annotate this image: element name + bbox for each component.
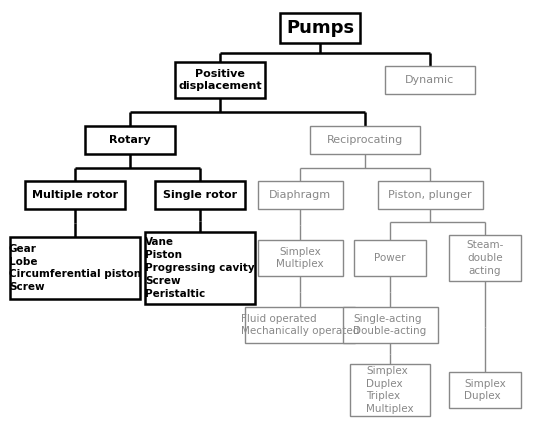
FancyBboxPatch shape — [10, 237, 140, 299]
Text: Dynamic: Dynamic — [405, 75, 455, 85]
Text: Single-acting
Double-acting: Single-acting Double-acting — [353, 314, 427, 336]
FancyBboxPatch shape — [449, 372, 521, 408]
FancyBboxPatch shape — [354, 240, 426, 276]
Text: Fluid operated
Mechanically operated: Fluid operated Mechanically operated — [241, 314, 359, 336]
FancyBboxPatch shape — [25, 181, 125, 209]
Text: Diaphragm: Diaphragm — [269, 190, 331, 200]
Text: Rotary: Rotary — [109, 135, 151, 145]
Text: Simplex
Multiplex: Simplex Multiplex — [276, 247, 324, 269]
Text: Power: Power — [374, 253, 406, 263]
Text: Simplex
Duplex: Simplex Duplex — [464, 378, 506, 401]
Text: Simplex
Duplex
Triplex
Multiplex: Simplex Duplex Triplex Multiplex — [366, 366, 414, 414]
FancyBboxPatch shape — [343, 307, 437, 343]
FancyBboxPatch shape — [175, 62, 265, 98]
FancyBboxPatch shape — [449, 235, 521, 281]
FancyBboxPatch shape — [145, 232, 255, 304]
FancyBboxPatch shape — [280, 13, 360, 43]
Text: Pumps: Pumps — [286, 19, 354, 37]
Text: Piston, plunger: Piston, plunger — [388, 190, 472, 200]
Text: Gear
Lobe
Circumferential piston
Screw: Gear Lobe Circumferential piston Screw — [9, 244, 141, 292]
Text: Positive
displacement: Positive displacement — [178, 69, 262, 91]
FancyBboxPatch shape — [245, 307, 355, 343]
Text: Reciprocating: Reciprocating — [327, 135, 403, 145]
Text: Steam-
double
acting: Steam- double acting — [466, 240, 504, 276]
FancyBboxPatch shape — [85, 126, 175, 154]
Text: Multiple rotor: Multiple rotor — [32, 190, 118, 200]
FancyBboxPatch shape — [155, 181, 245, 209]
FancyBboxPatch shape — [385, 66, 475, 94]
FancyBboxPatch shape — [257, 181, 343, 209]
FancyBboxPatch shape — [377, 181, 482, 209]
FancyBboxPatch shape — [350, 364, 430, 416]
Text: Vane
Piston
Progressing cavity
Screw
Peristaltic: Vane Piston Progressing cavity Screw Per… — [145, 237, 255, 298]
FancyBboxPatch shape — [257, 240, 343, 276]
Text: Single rotor: Single rotor — [163, 190, 237, 200]
FancyBboxPatch shape — [310, 126, 420, 154]
